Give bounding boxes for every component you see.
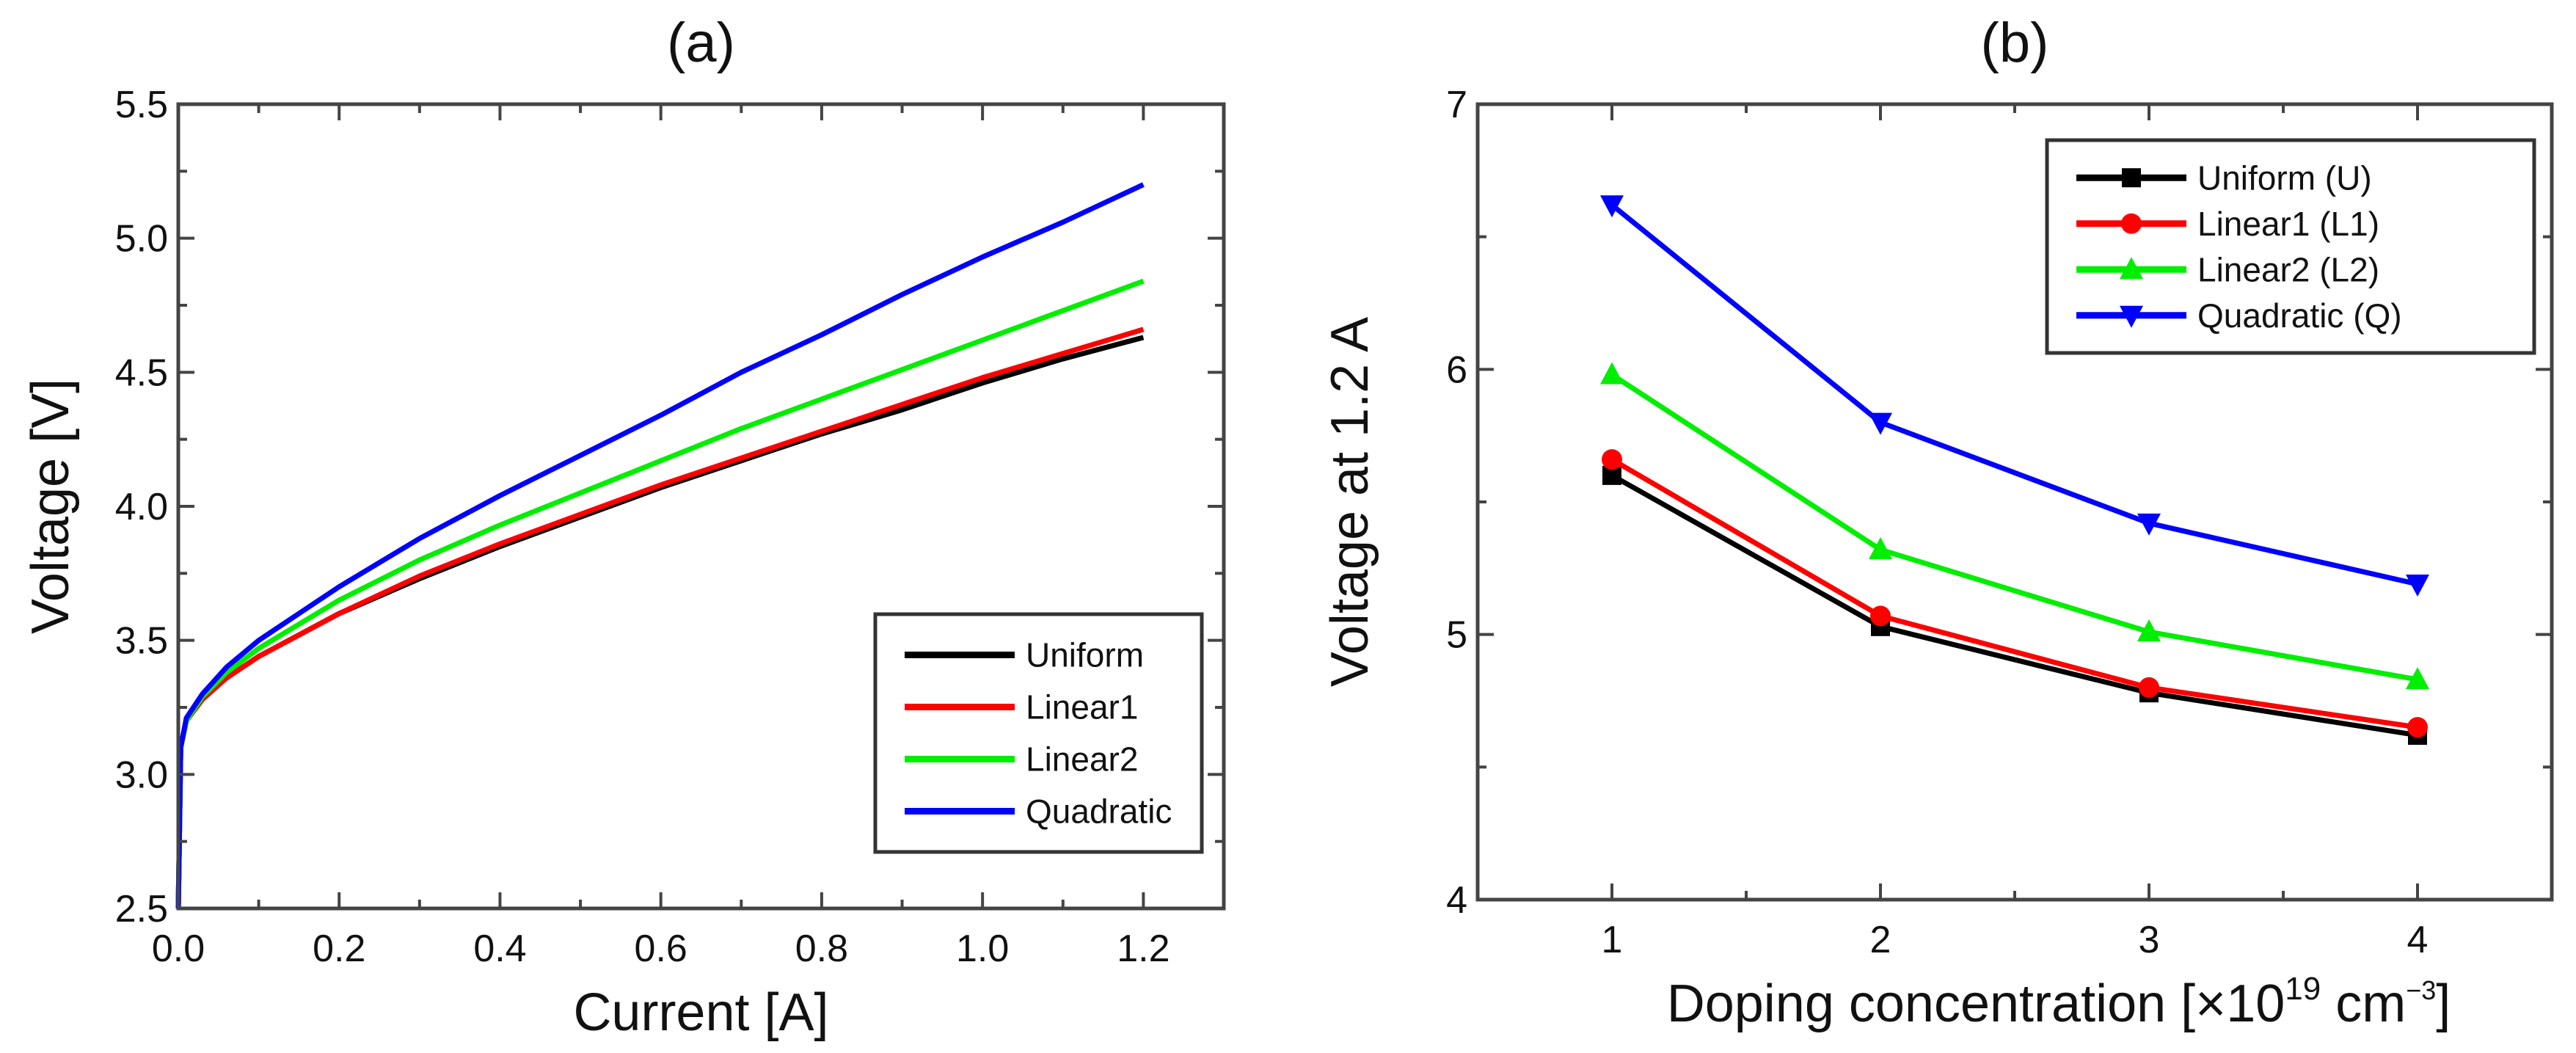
- data-point-2-1: [1869, 537, 1892, 560]
- data-point-3-1: [1869, 412, 1892, 435]
- x-tick-label: 0.0: [152, 928, 205, 970]
- y-tick-label: 3.5: [115, 620, 168, 663]
- x-axis-label-part: ]: [2436, 974, 2451, 1033]
- data-point-3-3: [2406, 575, 2429, 597]
- data-point-1-1: [1870, 605, 1891, 627]
- legend-marker-2: [2120, 257, 2143, 280]
- series-line-2: [1610, 372, 2418, 682]
- legend-marker-3: [2120, 305, 2143, 328]
- x-axis-label-part: −3: [2406, 975, 2436, 1005]
- legend-label-3: Quadratic: [1026, 793, 1172, 831]
- series-line-3: [1610, 203, 2418, 587]
- y-tick-label: 5.5: [115, 84, 168, 126]
- x-tick-label: 1.0: [956, 928, 1009, 970]
- data-point-3-2: [2137, 513, 2161, 536]
- y-tick-label: 5.0: [115, 218, 168, 260]
- series-line-1: [1610, 457, 2418, 730]
- chart-title: (a): [667, 12, 735, 74]
- series-line-0: [1610, 473, 2418, 738]
- legend: Uniform Linear1 Linear2 Quadratic: [873, 612, 1204, 854]
- legend-label-2: Linear2: [1026, 740, 1138, 779]
- data-point-2-0: [1600, 362, 1624, 385]
- legend-label-0: Uniform: [1026, 636, 1144, 674]
- legend-label-1: Linear1: [1026, 688, 1138, 726]
- x-axis-label-part: Current [A]: [573, 983, 828, 1042]
- chart-b: 1 2 3 4 4 5 6 7 (b) Voltage at 1.2 A Doping concen…: [1321, 12, 2554, 1033]
- legend-marker-1: [2121, 213, 2142, 234]
- legend-marker-0: [2122, 168, 2141, 188]
- x-axis-label-part: cm: [2321, 974, 2406, 1033]
- x-tick-label: 1: [1602, 919, 1623, 961]
- x-tick-label: 0.8: [795, 928, 848, 970]
- x-tick-label: 2: [1870, 919, 1891, 961]
- data-point-3-0: [1600, 195, 1624, 218]
- x-tick-label: 4: [2407, 919, 2429, 961]
- data-point-2-3: [2406, 667, 2429, 690]
- series-line-3: [175, 182, 1145, 909]
- data-point-1-2: [2139, 677, 2159, 698]
- y-tick-label: 6: [1446, 349, 1467, 391]
- x-axis-label: Current [A]: [573, 983, 828, 1042]
- y-tick-label: 4.5: [115, 351, 168, 394]
- y-tick-label: 4.0: [115, 486, 168, 528]
- x-tick-label: 0.4: [473, 928, 526, 970]
- chart-title: (b): [1981, 12, 2049, 74]
- y-tick-label: 5: [1446, 614, 1467, 657]
- chart-a: 0.0 0.2 0.4 0.6 0.8 1.0 1.2 2.5 3.0 3.5 4.0 4.5 5.0 5…: [21, 12, 1226, 1042]
- legend-label-1: Linear1 (L1): [2197, 205, 2379, 243]
- x-tick-label: 0.2: [313, 928, 365, 970]
- legend-label-0: Uniform (U): [2197, 159, 2372, 197]
- data-point-1-0: [1602, 449, 1622, 470]
- x-tick-label: 0.6: [635, 928, 687, 970]
- y-axis-label: Voltage [V]: [21, 379, 80, 634]
- y-tick-label: 2.5: [115, 888, 168, 930]
- x-axis-label-part: Doping concentration [×10: [1667, 974, 2285, 1033]
- y-tick-label: 3.0: [115, 754, 168, 796]
- x-axis-label: Doping concentration [×1019 cm−3]: [1667, 971, 2451, 1033]
- y-axis-label: Voltage at 1.2 A: [1321, 317, 1379, 687]
- y-tick-label: 7: [1446, 84, 1467, 126]
- y-tick-label: 4: [1446, 879, 1467, 922]
- data-point-1-3: [2407, 717, 2428, 738]
- x-tick-label: 1.2: [1117, 928, 1170, 970]
- legend: Uniform (U) Linear1 (L1) Linear2 (L2) Quadr…: [2045, 138, 2536, 355]
- legend-label-2: Linear2 (L2): [2197, 250, 2379, 288]
- data-point-2-2: [2137, 619, 2161, 642]
- x-axis-label-part: 19: [2285, 971, 2321, 1007]
- legend-label-3: Quadratic (Q): [2197, 296, 2402, 335]
- x-tick-label: 3: [2139, 919, 2160, 961]
